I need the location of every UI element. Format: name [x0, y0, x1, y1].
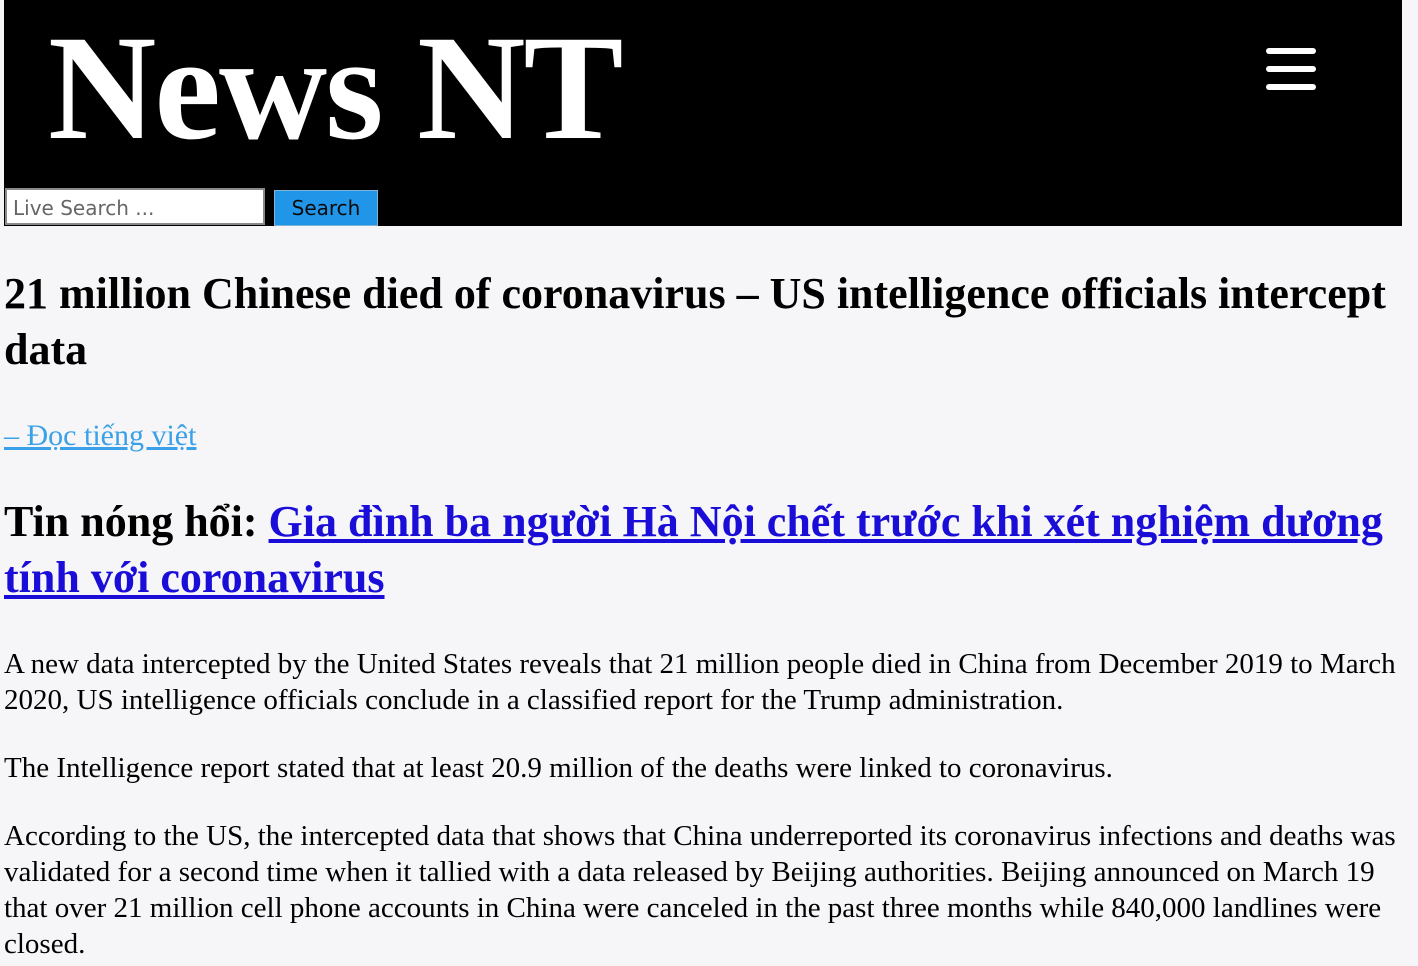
article-paragraph: A new data intercepted by the United Sta…: [4, 648, 1396, 716]
article-paragraph: The Intelligence report stated that at l…: [4, 752, 1113, 784]
search-button[interactable]: Search: [274, 190, 378, 226]
article-paragraph: According to the US, the intercepted dat…: [4, 820, 1396, 960]
menu-bar-top: [1266, 48, 1316, 54]
menu-bar-bottom: [1266, 84, 1316, 90]
hamburger-menu-icon[interactable]: [1266, 48, 1320, 90]
hot-news-heading: Tin nóng hổi: Gia đình ba người Hà Nội c…: [4, 494, 1404, 606]
hot-news-link[interactable]: Gia đình ba người Hà Nội chết trước khi …: [4, 497, 1383, 602]
read-vietnamese-link[interactable]: – Đọc tiếng việt: [4, 419, 197, 452]
article-headline: 21 million Chinese died of coronavirus –…: [4, 269, 1386, 374]
menu-bar-middle: [1266, 66, 1316, 72]
hot-news-prefix: Tin nóng hổi:: [4, 497, 269, 546]
search-input[interactable]: [5, 188, 265, 225]
site-logo[interactable]: News NT: [48, 5, 623, 171]
